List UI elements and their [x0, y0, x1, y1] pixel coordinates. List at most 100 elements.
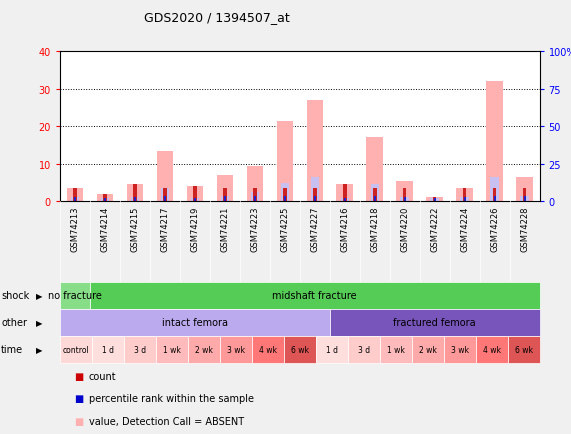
Bar [373, 196, 376, 202]
Bar [193, 187, 196, 202]
Text: ■: ■ [74, 371, 83, 381]
Text: 3 wk: 3 wk [227, 345, 245, 354]
Bar [220, 196, 229, 202]
Bar [60, 282, 90, 309]
Bar [253, 189, 256, 202]
Bar [100, 199, 109, 202]
Bar [90, 282, 540, 309]
Bar [427, 197, 443, 202]
Bar [307, 101, 323, 202]
Bar [460, 197, 469, 202]
Text: GSM74223: GSM74223 [250, 206, 259, 251]
Bar [380, 336, 412, 363]
Bar [284, 336, 316, 363]
Bar [516, 178, 533, 202]
Bar [60, 336, 92, 363]
Bar [224, 196, 226, 202]
Bar [188, 336, 220, 363]
Text: GSM74221: GSM74221 [220, 206, 230, 251]
Bar [124, 336, 156, 363]
Text: midshaft fracture: midshaft fracture [272, 291, 357, 300]
Text: 2 wk: 2 wk [195, 345, 213, 354]
Bar [160, 189, 169, 202]
Bar [444, 336, 476, 363]
Bar [73, 189, 77, 202]
Text: 1 d: 1 d [102, 345, 114, 354]
Bar [490, 178, 499, 202]
Text: intact femora: intact femora [162, 318, 228, 327]
Text: ■: ■ [74, 394, 83, 403]
Text: GDS2020 / 1394507_at: GDS2020 / 1394507_at [144, 11, 290, 24]
Bar [404, 197, 406, 202]
Bar [520, 196, 529, 202]
Bar [311, 178, 319, 202]
Text: percentile rank within the sample: percentile rank within the sample [89, 394, 254, 403]
Bar [103, 194, 107, 202]
Bar [456, 189, 473, 202]
Bar [163, 189, 167, 202]
Text: value, Detection Call = ABSENT: value, Detection Call = ABSENT [89, 416, 244, 426]
Bar [476, 336, 508, 363]
Bar [396, 181, 413, 202]
Bar [216, 176, 233, 202]
Bar [330, 309, 540, 336]
Bar [523, 189, 526, 202]
Bar [96, 194, 113, 202]
Bar [412, 336, 444, 363]
Text: GSM74218: GSM74218 [370, 206, 379, 251]
Text: GSM74224: GSM74224 [460, 206, 469, 251]
Text: shock: shock [1, 291, 29, 300]
Bar [280, 183, 289, 202]
Text: 1 wk: 1 wk [387, 345, 405, 354]
Bar [493, 196, 496, 202]
Text: GSM74222: GSM74222 [430, 206, 439, 251]
Bar [92, 336, 124, 363]
Bar [343, 185, 347, 202]
Text: no fracture: no fracture [48, 291, 102, 300]
Bar [524, 196, 526, 202]
Bar [187, 187, 203, 202]
Bar [371, 185, 379, 202]
Text: 2 wk: 2 wk [419, 345, 437, 354]
Bar [104, 199, 106, 202]
Text: other: other [1, 318, 27, 327]
Bar [156, 151, 173, 202]
Bar [344, 198, 346, 202]
Bar [336, 185, 353, 202]
Bar [348, 336, 380, 363]
Text: GSM74227: GSM74227 [310, 206, 319, 251]
Bar [400, 197, 409, 202]
Bar [254, 196, 256, 202]
Bar [252, 336, 284, 363]
Bar [493, 189, 496, 202]
Bar [191, 198, 199, 202]
Bar [134, 197, 136, 202]
Text: 6 wk: 6 wk [514, 345, 533, 354]
Text: GSM74219: GSM74219 [190, 206, 199, 251]
Bar [276, 122, 293, 202]
Text: GSM74213: GSM74213 [70, 206, 79, 251]
Bar [508, 336, 540, 363]
Text: 3 d: 3 d [357, 345, 370, 354]
Text: GSM74217: GSM74217 [160, 206, 170, 251]
Bar [313, 189, 316, 202]
Bar [133, 185, 136, 202]
Text: 1 d: 1 d [325, 345, 338, 354]
Bar [127, 185, 143, 202]
Text: ■: ■ [74, 416, 83, 426]
Bar [223, 189, 227, 202]
Bar [71, 197, 79, 202]
Text: GSM74228: GSM74228 [520, 206, 529, 251]
Bar [131, 197, 139, 202]
Text: count: count [89, 371, 116, 381]
Bar [403, 189, 407, 202]
Text: 4 wk: 4 wk [259, 345, 277, 354]
Bar [313, 196, 316, 202]
Bar [433, 197, 436, 202]
Text: ▶: ▶ [35, 345, 42, 354]
Text: fractured femora: fractured femora [393, 318, 476, 327]
Text: 6 wk: 6 wk [291, 345, 309, 354]
Bar [251, 192, 259, 202]
Text: ▶: ▶ [35, 291, 42, 300]
Bar [283, 189, 287, 202]
